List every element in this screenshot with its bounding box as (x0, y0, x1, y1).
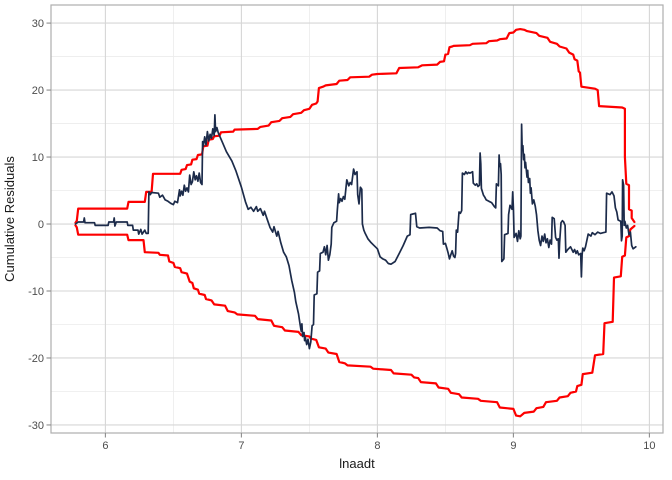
y-axis-title: Cumulative Residuals (2, 156, 17, 282)
x-tick-label: 7 (238, 440, 244, 452)
x-axis-title: lnaadt (339, 456, 375, 471)
x-tick-label: 10 (643, 440, 655, 452)
y-tick-label: 10 (32, 152, 44, 164)
y-tick-label: 20 (32, 85, 44, 97)
y-tick-label: 30 (32, 18, 44, 30)
x-tick-label: 9 (510, 440, 516, 452)
series-cumulative-residuals (74, 113, 637, 350)
x-tick-label: 8 (374, 440, 380, 452)
panel-background (51, 5, 663, 433)
series-upper-simulation-envelope (74, 28, 636, 224)
x-tick-label: 6 (102, 440, 108, 452)
panel-border (50, 4, 664, 434)
y-tick-label: -10 (28, 286, 44, 298)
series-lower-simulation-envelope (74, 224, 636, 418)
y-tick-label: -30 (28, 420, 44, 432)
y-tick-label: -20 (28, 353, 44, 365)
y-tick-label: 0 (38, 219, 44, 231)
